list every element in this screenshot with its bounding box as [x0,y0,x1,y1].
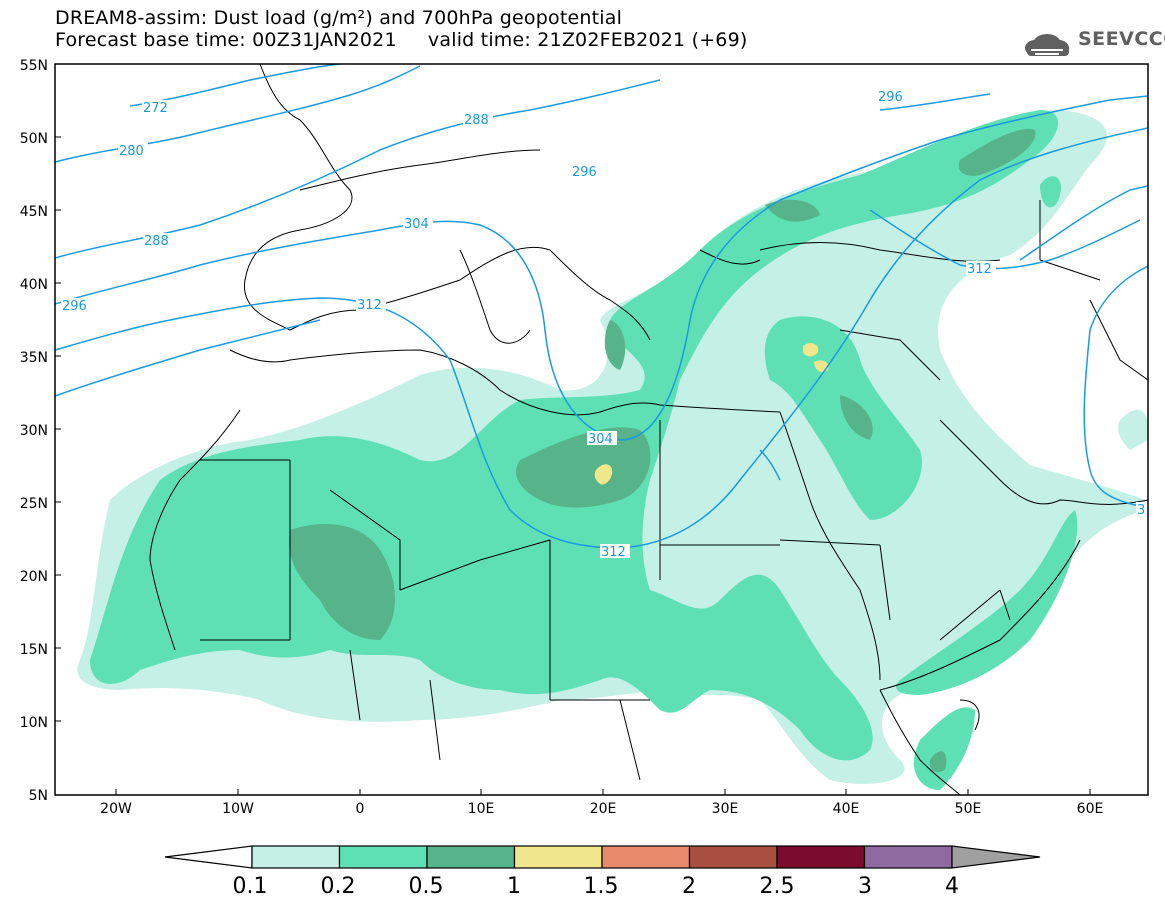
colorbar-label: 2.5 [760,874,795,899]
colorbar-label: 3 [858,874,872,899]
colorbar-box [601,845,691,869]
lon-label: 10E [468,801,495,817]
colorbar-left-arrow [164,845,253,869]
colorbar-box [863,845,953,869]
logo-text: SEEVCCC [1078,28,1165,50]
map-subtitle-times: Forecast base time: 00Z31JAN2021 valid t… [55,29,748,51]
lon-ticks [115,789,1091,795]
colorbar-right-arrow [951,845,1041,869]
contour-label: 3 [1137,503,1145,518]
lat-label: 15N [20,642,48,658]
lon-label: 40E [833,801,860,817]
lon-label: 20W [100,801,132,817]
lon-label: 60E [1077,801,1104,817]
lat-label: 45N [20,204,48,220]
colorbar-box [776,845,866,869]
map-plot-area: 272 280 288 296 304 312 288 296 312 304 … [55,64,1148,795]
colorbar-label: 2 [682,874,696,899]
contour-label: 288 [464,113,489,128]
contour-label: 272 [143,101,168,116]
contour-label: 312 [967,262,992,277]
contour-label: 304 [588,432,613,447]
lon-label: 50E [955,801,982,817]
contour-label: 296 [878,90,903,105]
lon-label: 10W [222,801,254,817]
contour-label: 296 [572,165,597,180]
lat-label: 30N [20,423,48,439]
lon-label: 20E [590,801,617,817]
contour-labels: 272 280 288 296 304 312 288 296 312 304 … [61,89,1148,560]
colorbar-label: 1 [507,874,521,899]
lat-label: 10N [20,715,48,731]
colorbar-label: 0.5 [409,874,444,899]
contour-label: 312 [601,545,626,560]
dust-layer-yellow [594,343,829,485]
lat-label: 20N [20,569,48,585]
country-borders-coastlines [149,64,1148,795]
colorbar-box [688,845,778,869]
contour-label: 304 [404,217,429,232]
lat-label: 35N [20,350,48,366]
colorbar-box [513,845,603,869]
colorbar-label: 4 [945,874,959,899]
colorbar-label: 0.1 [233,874,268,899]
lat-label: 50N [20,131,48,147]
latitude-axis: 55N 50N 45N 40N 35N 30N 25N 20N 15N 10N … [20,58,48,804]
longitude-axis: 20W 10W 0 10E 20E 30E 40E 50E 60E [100,801,1103,817]
colorbar-label: 1.5 [584,874,619,899]
lat-label: 25N [20,496,48,512]
lat-label: 40N [20,277,48,293]
dust-layer-dark [289,129,1036,772]
contour-label: 312 [357,298,382,313]
lon-label: 30E [712,801,739,817]
colorbar-label: 0.2 [321,874,356,899]
contour-label: 296 [62,299,87,314]
colorbar-box [338,845,428,869]
lat-label: 5N [29,788,48,804]
lat-ticks [55,136,61,722]
lon-label: 0 [356,801,365,817]
cloud-icon [1025,34,1069,56]
contour-label: 280 [119,144,144,159]
contour-label: 288 [144,234,169,249]
colorbar-box [251,845,341,869]
colorbar-box [426,845,516,869]
lat-label: 55N [20,58,48,74]
map-title: DREAM8-assim: Dust load (g/m²) and 700hP… [55,7,623,29]
colorbar-labels: 0.1 0.2 0.5 1 1.5 2 2.5 3 4 [233,874,960,899]
colorbar [164,845,1041,869]
